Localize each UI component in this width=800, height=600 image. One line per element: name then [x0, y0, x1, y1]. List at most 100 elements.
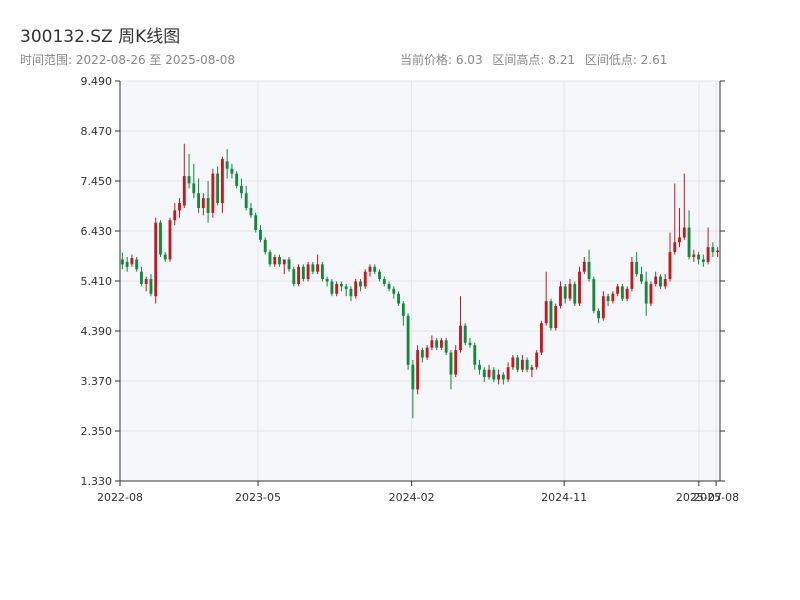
candle-body — [659, 276, 662, 287]
y-tick-label: 4.390 — [81, 325, 113, 338]
candle-body — [554, 306, 558, 329]
candle-body — [182, 176, 186, 206]
y-tick-label: 7.450 — [81, 175, 113, 188]
date-range-label: 时间范围: 2022-08-26 至 2025-08-08 — [20, 53, 235, 67]
candle-body — [292, 269, 296, 284]
candle-body — [201, 198, 205, 208]
candle-body — [454, 350, 458, 375]
y-tick-label: 1.330 — [81, 475, 113, 488]
candle-body — [359, 281, 362, 287]
candle-body — [663, 279, 667, 287]
candle-body — [587, 261, 591, 280]
candle-body — [301, 266, 305, 280]
candle-body — [701, 259, 705, 262]
candle-body — [716, 250, 720, 253]
candle-body — [382, 279, 386, 284]
x-tick-label: 2025-07 — [676, 491, 722, 504]
x-tick-labels: 2022-08 2023-05 2024-02 2024-11 2025-072025-… — [97, 481, 739, 504]
candle-body — [240, 185, 243, 194]
current-price-label: 当前价格: 6.03 — [400, 53, 483, 67]
candle-body — [197, 193, 200, 208]
candle-body — [697, 254, 700, 260]
candle-body — [487, 369, 491, 378]
candle-body — [140, 271, 143, 284]
candle-body — [320, 264, 324, 280]
candle-body — [620, 286, 624, 299]
candle-body — [192, 183, 196, 194]
candle-body — [316, 264, 320, 272]
candle-body — [411, 364, 415, 390]
candle-body — [163, 254, 167, 260]
y-tick-label: 5.410 — [81, 275, 113, 288]
candle-body — [682, 227, 686, 238]
candle-body — [263, 239, 267, 253]
candle-body — [492, 369, 496, 380]
candle-body — [349, 288, 353, 297]
candle-body — [416, 350, 420, 390]
y-tick-label: 9.490 — [81, 75, 113, 88]
candle-body — [287, 259, 291, 270]
candle-body — [568, 283, 572, 299]
candle-body — [311, 264, 315, 272]
candle-body — [144, 279, 148, 284]
candle-body — [225, 161, 229, 169]
y-tick-label: 2.350 — [81, 425, 113, 438]
candle-body — [306, 264, 310, 280]
candle-body — [478, 364, 481, 370]
candle-body — [578, 271, 581, 304]
candle-body — [282, 259, 286, 265]
candle-body — [678, 237, 681, 243]
candle-body — [249, 207, 253, 216]
candle-body — [549, 301, 553, 329]
x-tick-label: 2024-02 — [389, 491, 435, 504]
candle-body — [640, 274, 643, 282]
candle-body — [692, 254, 696, 257]
candle-body — [297, 266, 300, 284]
candle-body — [135, 259, 139, 270]
candle-body — [406, 315, 410, 365]
candle-body — [673, 242, 677, 253]
candle-body — [130, 257, 134, 265]
candle-body — [573, 283, 577, 304]
candle-body — [506, 367, 510, 380]
y-tick-label: 3.370 — [81, 375, 113, 388]
candle-body — [259, 230, 262, 240]
candle-body — [535, 352, 539, 368]
candle-body — [216, 173, 220, 204]
candle-body — [230, 168, 234, 174]
candle-body — [511, 357, 515, 368]
candle-body — [592, 279, 596, 311]
candle-body — [630, 261, 634, 289]
grid-lines — [119, 80, 720, 482]
candle-body — [601, 296, 605, 319]
candle-body — [401, 303, 405, 316]
candle-body — [435, 340, 439, 348]
candle-body — [444, 340, 448, 353]
candle-body — [582, 261, 586, 272]
candle-body — [468, 342, 472, 346]
candle-body — [344, 286, 348, 289]
candle-body — [711, 247, 715, 253]
candle-body — [220, 158, 224, 204]
candle-body — [606, 296, 610, 302]
candle-body — [482, 369, 486, 378]
candle-body — [530, 367, 534, 370]
candle-body — [635, 261, 639, 275]
candle-body — [616, 286, 620, 294]
candle-body — [525, 359, 529, 370]
candle-body — [420, 350, 424, 358]
candle-body — [149, 279, 153, 294]
candle-body — [644, 281, 648, 304]
candle-body — [278, 256, 281, 265]
candle-body — [473, 345, 477, 365]
candle-body — [340, 283, 343, 287]
candle-body — [497, 374, 500, 380]
price-stats: 当前价格: 6.03 区间高点: 8.21 区间低点: 2.61 — [400, 51, 673, 68]
candle-body — [211, 173, 215, 213]
chart-title: 300132.SZ 周K线图 — [20, 27, 181, 47]
candle-body — [173, 210, 177, 221]
candle-body — [254, 215, 258, 231]
candle-body — [654, 276, 658, 284]
candle-body — [378, 271, 381, 280]
